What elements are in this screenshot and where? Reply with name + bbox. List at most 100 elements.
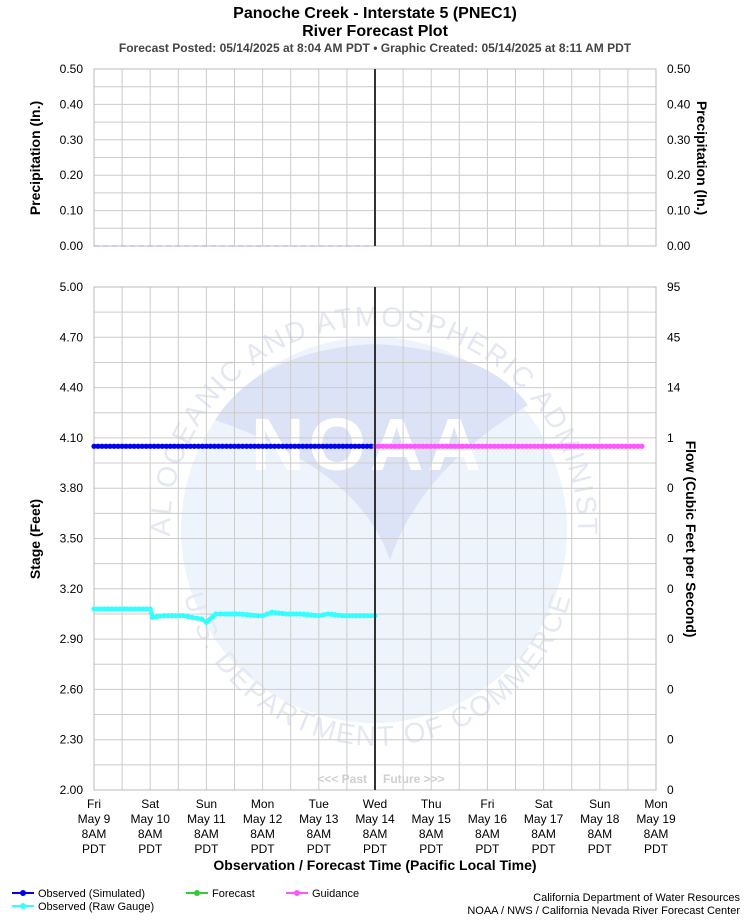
x-tick-label: PDT	[644, 842, 669, 856]
series-point	[159, 443, 165, 449]
chart-subtitle: River Forecast Plot	[302, 23, 449, 40]
y-tick-right: 0	[667, 481, 674, 495]
legend-swatch-dot	[20, 890, 26, 896]
stage-ylabel-left: Stage (Feet)	[27, 499, 43, 579]
series-point	[280, 443, 286, 449]
x-tick-label: PDT	[82, 842, 107, 856]
x-tick-label: 8AM	[419, 827, 444, 841]
y-tick-right: 0	[667, 532, 674, 546]
series-point	[424, 443, 430, 449]
series-point	[123, 443, 129, 449]
series-point	[412, 443, 418, 449]
x-tick-label: Sat	[141, 797, 160, 811]
series-point	[191, 443, 197, 449]
y-tick-left: 2.30	[60, 733, 84, 747]
x-tick-label: Thu	[421, 797, 442, 811]
series-point	[368, 613, 374, 619]
series-point	[603, 443, 609, 449]
series-point	[139, 443, 145, 449]
y-tick-left: 0.30	[60, 133, 84, 147]
series-point	[240, 611, 246, 617]
series-point	[135, 443, 141, 449]
series-point	[120, 606, 126, 612]
x-tick-label: May 18	[580, 812, 620, 826]
series-point	[251, 612, 257, 618]
x-tick-label: 8AM	[306, 827, 331, 841]
y-tick-left: 0.20	[60, 168, 84, 182]
x-tick-label: 8AM	[250, 827, 275, 841]
series-point	[231, 443, 238, 449]
x-tick-label: May 17	[524, 812, 564, 826]
series-point	[353, 613, 359, 619]
series-point	[324, 443, 330, 449]
series-point	[255, 443, 262, 449]
series-point	[176, 613, 182, 619]
series-point	[151, 443, 157, 449]
x-tick-label: Fri	[480, 797, 494, 811]
series-point	[472, 443, 478, 449]
y-tick-right: 95	[667, 280, 681, 294]
series-point	[219, 443, 226, 449]
x-tick-label: Sat	[535, 797, 554, 811]
series-point	[416, 443, 422, 449]
series-point	[575, 443, 581, 449]
series-point	[619, 443, 625, 449]
series-point	[239, 443, 246, 449]
series-point	[563, 443, 569, 449]
series-point	[300, 443, 306, 449]
series-point	[301, 611, 307, 617]
y-tick-right: 14	[667, 381, 681, 395]
series-point	[432, 443, 438, 449]
series-point	[169, 613, 175, 619]
series-point	[543, 443, 549, 449]
x-tick-label: PDT	[419, 842, 444, 856]
series-point	[587, 443, 593, 449]
series-point	[495, 443, 502, 449]
x-tick-label: Mon	[644, 797, 667, 811]
series-point	[623, 443, 629, 449]
series-point	[155, 443, 161, 449]
x-tick-label: May 11	[187, 812, 226, 826]
series-point	[187, 443, 193, 449]
series-point	[115, 443, 121, 449]
series-point	[428, 443, 434, 449]
series-point	[107, 443, 113, 449]
chart-title: Panoche Creek - Interstate 5 (PNEC1)	[233, 5, 517, 22]
series-point	[599, 443, 605, 449]
series-point	[227, 443, 234, 449]
series-point	[400, 443, 406, 449]
series-point	[185, 613, 191, 620]
legend-label: Observed (Raw Gauge)	[38, 901, 154, 913]
series-point	[523, 443, 530, 449]
y-tick-left: 0.40	[60, 97, 84, 111]
series-point	[157, 613, 163, 619]
y-tick-right: 0.10	[667, 204, 691, 218]
series-point	[113, 606, 119, 612]
x-tick-label: PDT	[588, 842, 613, 856]
series-point	[136, 606, 142, 612]
x-tick-label: PDT	[194, 842, 219, 856]
x-tick-label: May 16	[468, 812, 508, 826]
legend: Observed (Simulated) Forecast Guidance Obse…	[12, 888, 359, 913]
x-tick-label: 8AM	[82, 827, 107, 841]
series-point	[308, 443, 314, 449]
series-point	[111, 443, 117, 449]
future-label: Future >>>	[383, 772, 445, 786]
x-tick-label: PDT	[363, 842, 388, 856]
x-axis-label: Observation / Forecast Time (Pacific Loc…	[213, 857, 536, 873]
series-point	[579, 443, 585, 449]
series-point	[247, 443, 254, 449]
series-point	[103, 443, 109, 449]
series-point	[611, 443, 617, 449]
series-point	[189, 614, 195, 620]
y-tick-left: 0.50	[60, 62, 84, 76]
series-point	[404, 443, 410, 449]
x-tick-label: 8AM	[531, 827, 556, 841]
series-point	[296, 443, 302, 449]
series-point	[105, 606, 111, 612]
series-point	[408, 443, 414, 449]
series-point	[436, 443, 442, 449]
series-point	[161, 613, 167, 619]
y-tick-right: 0.50	[667, 62, 691, 76]
